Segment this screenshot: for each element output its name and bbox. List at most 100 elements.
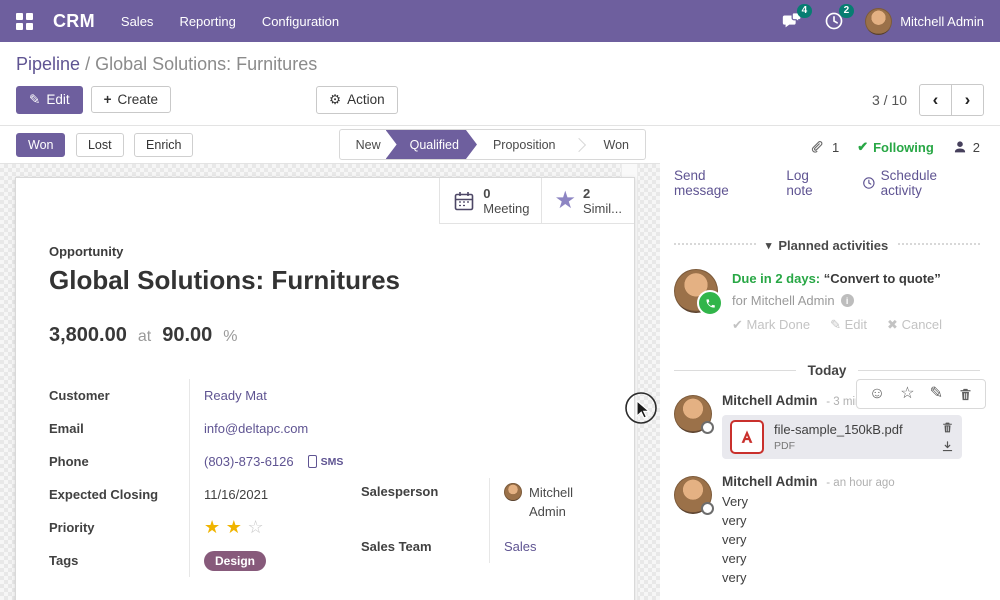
messages-icon[interactable]: 4 xyxy=(781,4,813,32)
breadcrumb-pipeline[interactable]: Pipeline xyxy=(16,54,81,74)
user-menu[interactable]: Mitchell Admin xyxy=(865,7,984,35)
stage-new[interactable]: New xyxy=(355,137,381,152)
pager-next-button[interactable]: › xyxy=(951,83,984,116)
meetings-stat-button[interactable]: 0 Meeting xyxy=(439,178,542,224)
opportunity-title: Global Solutions: Furnitures xyxy=(49,265,400,295)
stage-qualified-active[interactable]: Qualified xyxy=(386,130,477,159)
stage-separator-icon xyxy=(572,130,588,159)
attachment-filetype: PDF xyxy=(774,440,795,452)
phone-link[interactable]: (803)-873-6126 xyxy=(204,454,294,469)
activity-edit-button[interactable]: ✎ Edit xyxy=(830,317,868,332)
create-button[interactable]: + Create xyxy=(90,86,171,113)
stage-won[interactable]: Won xyxy=(603,137,629,152)
email-link[interactable]: info@deltapc.com xyxy=(204,421,309,436)
person-icon xyxy=(954,141,965,153)
dotted-divider xyxy=(674,242,756,245)
pencil-icon: ✎ xyxy=(29,91,41,107)
lost-button[interactable]: Lost xyxy=(75,132,124,157)
activity-assignee: for Mitchell Admin xyxy=(732,293,835,308)
download-icon[interactable] xyxy=(941,440,954,453)
mark-done-button[interactable]: ✔ Mark Done xyxy=(732,317,811,332)
field-sales-team: Sales Team Sales xyxy=(361,530,601,563)
activities-badge: 2 xyxy=(838,4,855,18)
online-status-icon xyxy=(701,421,714,434)
message-timestamp: - an hour ago xyxy=(826,477,895,489)
won-button[interactable]: Won xyxy=(16,132,66,157)
apps-menu-icon[interactable] xyxy=(16,12,33,30)
clock-icon xyxy=(863,177,875,189)
plus-icon: + xyxy=(103,92,112,107)
field-email: Email info@deltapc.com xyxy=(49,412,347,445)
message-author[interactable]: Mitchell Admin xyxy=(722,393,818,408)
star-filled-icon[interactable]: ★ xyxy=(225,517,244,537)
sales-team-link[interactable]: Sales xyxy=(504,539,537,554)
message-item: ☺ ☆ ✎ Mitchell Admin - 3 minutes ago xyxy=(674,379,986,459)
schedule-activity-button[interactable]: Schedule activity xyxy=(862,168,980,198)
enrich-button[interactable]: Enrich xyxy=(134,132,194,157)
message-author[interactable]: Mitchell Admin xyxy=(722,474,818,489)
attachments-count: 1 xyxy=(831,139,840,155)
top-navbar: CRM Sales Reporting Configuration 4 2 Mi… xyxy=(0,0,1000,42)
phone-call-badge-icon xyxy=(697,290,723,316)
action-button[interactable]: ⚙ Action xyxy=(316,85,398,114)
pager: 3 / 10 ‹ › xyxy=(871,83,984,116)
control-panel: Pipeline / Global Solutions: Furnitures … xyxy=(0,42,1000,126)
pager-previous-button[interactable]: ‹ xyxy=(919,83,952,116)
field-phone: Phone (803)-873-6126 SMS xyxy=(49,445,347,478)
field-salesperson: Salesperson Mitchell Admin xyxy=(361,478,601,530)
pdf-file-icon xyxy=(730,420,764,454)
revenue-row: 3,800.00 at 90.00 % xyxy=(49,324,238,346)
edit-button[interactable]: ✎ Edit xyxy=(16,85,83,114)
delete-attachment-icon[interactable] xyxy=(941,421,954,434)
star-filled-icon[interactable]: ★ xyxy=(204,517,223,537)
send-message-button[interactable]: Send message xyxy=(674,168,729,198)
tag-design[interactable]: Design xyxy=(204,550,267,571)
pager-counter: 3 / 10 xyxy=(871,91,907,108)
priority-stars[interactable]: ★ ★ ☆ xyxy=(204,517,266,538)
check-icon: ✔ xyxy=(732,317,743,332)
attachment-filename[interactable]: file-sample_150kB.pdf xyxy=(774,422,903,437)
chatter-panel: 1 ✔ Following 2 Send message Log note Sc… xyxy=(660,126,1000,600)
field-expected-closing: Expected Closing 11/16/2021 xyxy=(49,478,347,511)
message-hover-toolbar: ☺ ☆ ✎ xyxy=(855,379,986,409)
similar-leads-stat-button[interactable]: ★ 2 Simil... xyxy=(541,178,634,224)
salesperson-avatar xyxy=(504,483,522,501)
attachment-card[interactable]: file-sample_150kB.pdf PDF xyxy=(722,415,962,459)
followers-count: 2 xyxy=(972,139,980,155)
customer-link[interactable]: Ready Mat xyxy=(204,388,267,403)
expected-revenue: 3,800.00 xyxy=(49,324,127,346)
dotted-divider xyxy=(898,242,981,245)
activity-due-date: Due in 2 days: xyxy=(732,271,821,286)
salesperson-link[interactable]: Mitchell Admin xyxy=(529,485,574,519)
followers-button[interactable]: 2 xyxy=(952,139,980,155)
menu-sales[interactable]: Sales xyxy=(120,13,154,29)
user-name: Mitchell Admin xyxy=(900,13,984,29)
edit-message-icon[interactable]: ✎ xyxy=(929,385,943,402)
following-button[interactable]: ✔ Following xyxy=(857,139,934,155)
delete-message-icon[interactable] xyxy=(958,387,973,402)
stage-proposition[interactable]: Proposition xyxy=(492,137,556,152)
add-reaction-icon[interactable]: ☺ xyxy=(868,385,886,402)
stage-pipeline: New Qualified Proposition Won xyxy=(338,129,646,160)
info-icon: i xyxy=(840,294,854,307)
field-tags: Tags Design xyxy=(49,544,347,577)
menu-reporting[interactable]: Reporting xyxy=(179,13,236,29)
today-divider: Today xyxy=(674,363,981,378)
breadcrumb-current: Global Solutions: Furnitures xyxy=(95,54,318,74)
sms-button[interactable]: SMS xyxy=(307,455,343,468)
app-title[interactable]: CRM xyxy=(53,10,95,31)
online-status-icon xyxy=(701,502,714,515)
planned-activities-toggle[interactable]: ▾ Planned activities xyxy=(765,238,889,253)
statusbar: Won Lost Enrich New Qualified Propositio… xyxy=(0,126,660,164)
message-body: Very very very very very xyxy=(722,494,749,585)
activity-cancel-button[interactable]: ✖ Cancel xyxy=(887,317,943,332)
activities-icon[interactable]: 2 xyxy=(823,4,855,32)
menu-configuration[interactable]: Configuration xyxy=(261,13,340,29)
user-avatar xyxy=(865,7,893,35)
star-empty-icon[interactable]: ☆ xyxy=(247,517,266,537)
log-note-button[interactable]: Log note xyxy=(786,168,813,198)
chevron-left-icon: ‹ xyxy=(932,89,939,109)
attachments-button[interactable]: 1 xyxy=(811,139,839,155)
star-toggle-icon[interactable]: ☆ xyxy=(900,385,915,402)
mobile-phone-icon xyxy=(307,455,317,468)
